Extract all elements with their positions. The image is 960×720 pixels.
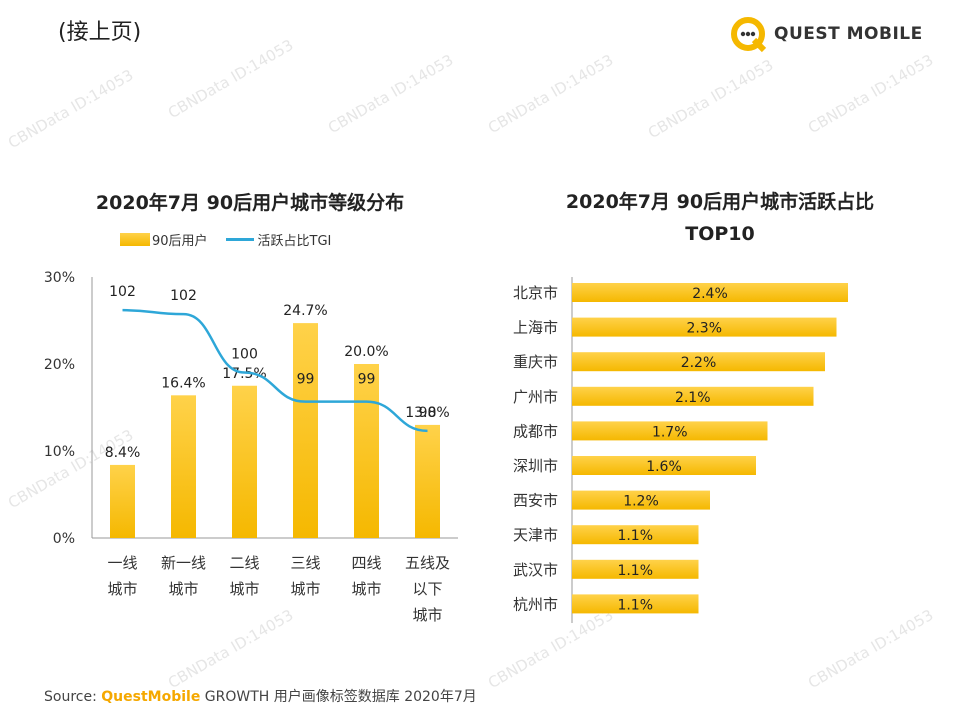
- city-activity-bar: [572, 559, 699, 579]
- legend-line-label: 活跃占比TGI: [257, 234, 332, 249]
- city-activity-bar: [572, 386, 814, 406]
- tgi-data-label: 102: [170, 288, 197, 304]
- y-tick-label: 0%: [53, 531, 75, 547]
- bar-90s-users: [293, 323, 318, 538]
- tgi-data-label: 99: [358, 372, 376, 388]
- city-activity-bar: [572, 525, 699, 545]
- bar-data-label: 2.2%: [681, 355, 717, 371]
- bar-data-label: 2.1%: [675, 390, 711, 406]
- x-tick-label: 四线: [351, 554, 381, 572]
- y-tick-label: 10%: [44, 444, 75, 460]
- city-label: 北京市: [513, 284, 558, 302]
- y-tick-label: 20%: [44, 357, 75, 373]
- bar-90s-users: [415, 424, 440, 538]
- city-activity-bar: [572, 456, 756, 475]
- bar-data-label: 1.1%: [617, 563, 653, 579]
- logo-icon: [731, 17, 767, 53]
- source-brand: QuestMobile: [101, 689, 201, 705]
- right-chart-subtitle: TOP10: [685, 223, 755, 245]
- tgi-line: [122, 308, 428, 433]
- x-tick-label: 城市: [229, 580, 259, 598]
- bar-data-label: 1.1%: [617, 597, 653, 613]
- bar-90s-users: [232, 385, 257, 538]
- x-tick-label: 以下: [412, 580, 442, 598]
- city-activity-bar: [572, 490, 710, 510]
- right-chart-title: 2020年7月 90后用户城市活跃占比 TOP10: [520, 186, 920, 250]
- left-chart-title: 2020年7月 90后用户城市等级分布: [95, 192, 405, 214]
- x-tick-label: 城市: [168, 580, 198, 598]
- legend-bar-swatch: [120, 233, 150, 246]
- legend: 90后用户 活跃占比TGI: [120, 230, 331, 249]
- logo: QUEST MOBILE: [728, 14, 923, 54]
- x-tick-label: 城市: [351, 580, 381, 598]
- source-rest: GROWTH 用户画像标签数据库 2020年7月: [204, 689, 477, 705]
- x-tick-label: 新一线: [161, 554, 206, 572]
- right-chart-title-line: 2020年7月 90后用户城市活跃占比: [565, 191, 875, 213]
- city-label: 杭州市: [513, 595, 558, 613]
- city-activity-bar: [572, 352, 825, 372]
- x-tick-label: 城市: [412, 606, 442, 624]
- city-activity-bar: [572, 317, 837, 337]
- city-label: 上海市: [513, 319, 558, 337]
- bar-data-label: 20.0%: [344, 344, 388, 360]
- tgi-data-label: 102: [109, 284, 136, 300]
- bar-data-label: 1.1%: [617, 528, 653, 544]
- bar-90s-users: [171, 395, 196, 538]
- tgi-data-label: 99: [297, 372, 315, 388]
- source-prefix: Source:: [44, 689, 97, 705]
- tgi-data-label: 100: [231, 347, 258, 363]
- tgi-data-label: 98: [419, 405, 437, 421]
- bar-data-label: 1.7%: [652, 424, 688, 440]
- bar-90s-users: [110, 464, 135, 538]
- legend-bar-label: 90后用户: [152, 234, 208, 249]
- logo-text: QUEST MOBILE: [774, 24, 923, 44]
- bar-data-label: 24.7%: [283, 303, 327, 319]
- city-activity-bar: [572, 283, 848, 302]
- bar-data-label: 1.6%: [646, 459, 682, 475]
- city-label: 重庆市: [513, 353, 558, 371]
- bar-data-label: 16.4%: [161, 375, 205, 391]
- x-tick-label: 城市: [290, 580, 320, 598]
- city-label: 武汉市: [513, 561, 558, 579]
- source-line: Source: QuestMobile GROWTH 用户画像标签数据库 202…: [44, 686, 477, 706]
- city-label: 西安市: [513, 492, 558, 510]
- x-tick-label: 五线及: [405, 554, 450, 572]
- bar-90s-users: [354, 364, 379, 538]
- x-tick-label: 一线: [107, 554, 137, 572]
- city-label: 天津市: [513, 526, 558, 544]
- continued-note: (接上页): [58, 20, 142, 45]
- x-tick-label: 三线: [290, 554, 320, 572]
- city-label: 深圳市: [513, 457, 558, 475]
- bar-data-label: 2.3%: [686, 321, 722, 337]
- legend-line-swatch: [225, 238, 254, 241]
- x-tick-label: 二线: [229, 554, 259, 572]
- bar-data-label: 8.4%: [105, 445, 141, 461]
- bar-data-label: 13.0%: [405, 405, 449, 421]
- bar-data-label: 1.2%: [623, 494, 659, 510]
- bar-data-label: 2.4%: [692, 286, 728, 302]
- x-tick-label: 城市: [107, 580, 137, 598]
- city-label: 成都市: [513, 422, 558, 440]
- city-activity-bar: [572, 594, 699, 614]
- y-tick-label: 30%: [44, 270, 75, 286]
- city-label: 广州市: [513, 388, 558, 406]
- city-activity-bar: [572, 421, 768, 441]
